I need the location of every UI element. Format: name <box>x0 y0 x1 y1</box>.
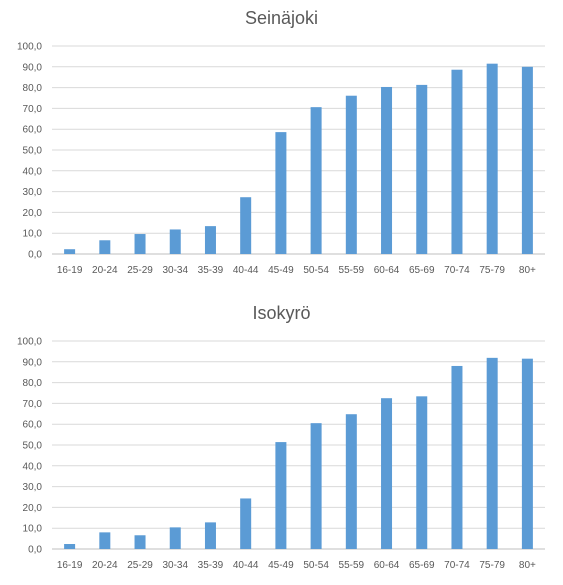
bar <box>99 532 111 549</box>
y-tick-label: 80,0 <box>23 83 43 94</box>
y-tick-label: 10,0 <box>23 229 43 240</box>
y-tick-label: 30,0 <box>23 187 43 198</box>
y-tick-label: 40,0 <box>23 166 43 177</box>
y-tick-label: 60,0 <box>23 125 43 136</box>
chart-title: Isokyrö <box>252 303 311 323</box>
y-tick-label: 100,0 <box>17 337 42 348</box>
bar <box>240 197 252 254</box>
y-tick-label: 70,0 <box>23 104 43 115</box>
y-tick-label: 60,0 <box>23 420 43 431</box>
bar <box>416 396 428 549</box>
x-tick-label: 50-54 <box>303 265 329 276</box>
x-tick-label: 55-59 <box>339 265 365 276</box>
x-tick-label: 60-64 <box>374 265 400 276</box>
y-tick-label: 90,0 <box>23 62 43 73</box>
bar <box>345 95 357 254</box>
x-tick-label: 25-29 <box>127 560 153 571</box>
y-tick-label: 50,0 <box>23 146 43 157</box>
bar <box>275 132 287 254</box>
bar <box>204 522 216 549</box>
x-tick-label: 55-59 <box>339 560 365 571</box>
x-tick-label: 40-44 <box>233 265 259 276</box>
y-tick-label: 70,0 <box>23 399 43 410</box>
bar <box>345 414 357 549</box>
x-tick-label: 70-74 <box>444 560 470 571</box>
chart-isokyro: Isokyrö 0,0 10,0 20,0 30,0 40,0 50,0 60,0 70,0 8… <box>0 295 563 585</box>
chart-plot-area: 0,0 10,0 20,0 30,0 40,0 50,0 60,0 70,0 80,0 90,0 1… <box>17 42 545 276</box>
y-tick-label: 10,0 <box>23 524 43 535</box>
bar <box>99 240 111 254</box>
bar <box>486 63 498 255</box>
bar <box>451 69 463 254</box>
x-tick-label: 30-34 <box>162 265 188 276</box>
bar <box>169 527 181 549</box>
x-tick-label: 20-24 <box>92 560 118 571</box>
y-tick-label: 30,0 <box>23 482 43 493</box>
bar <box>275 442 287 549</box>
bar <box>134 234 146 254</box>
x-tick-label: 75-79 <box>479 265 505 276</box>
x-tick-label: 25-29 <box>127 265 153 276</box>
bar <box>521 66 533 254</box>
x-tick-label: 16-19 <box>57 560 83 571</box>
x-tick-label: 80+ <box>519 560 536 571</box>
bar <box>64 544 76 549</box>
y-tick-label: 90,0 <box>23 357 43 368</box>
y-tick-label: 0,0 <box>28 545 42 556</box>
x-tick-label: 30-34 <box>162 560 188 571</box>
bar <box>204 226 216 254</box>
x-tick-label: 75-79 <box>479 560 505 571</box>
y-tick-label: 80,0 <box>23 378 43 389</box>
bar <box>486 357 498 549</box>
bar <box>381 86 393 254</box>
bar <box>169 229 181 254</box>
bar <box>416 84 428 255</box>
x-tick-label: 60-64 <box>374 560 400 571</box>
x-tick-label: 35-39 <box>198 265 224 276</box>
chart-seinajoki: Seinäjoki 0,0 10,0 20,0 30,0 40,0 50,0 60,0 70,… <box>0 0 563 290</box>
bar <box>134 535 146 549</box>
y-tick-label: 20,0 <box>23 208 43 219</box>
x-tick-label: 45-49 <box>268 560 294 571</box>
x-tick-label: 20-24 <box>92 265 118 276</box>
y-tick-label: 50,0 <box>23 441 43 452</box>
x-tick-label: 80+ <box>519 265 536 276</box>
bar <box>451 365 463 549</box>
x-tick-label: 16-19 <box>57 265 83 276</box>
x-tick-label: 65-69 <box>409 265 435 276</box>
y-tick-label: 20,0 <box>23 503 43 514</box>
x-tick-label: 70-74 <box>444 265 470 276</box>
bar <box>64 249 76 254</box>
bar <box>310 423 322 549</box>
x-tick-label: 50-54 <box>303 560 329 571</box>
x-tick-label: 65-69 <box>409 560 435 571</box>
x-tick-label: 45-49 <box>268 265 294 276</box>
chart-title: Seinäjoki <box>244 8 319 28</box>
y-tick-label: 0,0 <box>28 250 42 261</box>
x-tick-label: 35-39 <box>198 560 224 571</box>
y-tick-label: 40,0 <box>23 461 43 472</box>
bar <box>240 498 252 549</box>
chart-plot-area: 0,0 10,0 20,0 30,0 40,0 50,0 60,0 70,0 80,0 90,0 1… <box>17 337 545 571</box>
y-tick-label: 100,0 <box>17 42 42 53</box>
bar <box>521 358 533 549</box>
bar <box>381 398 393 549</box>
x-tick-label: 40-44 <box>233 560 259 571</box>
bar <box>310 107 322 254</box>
